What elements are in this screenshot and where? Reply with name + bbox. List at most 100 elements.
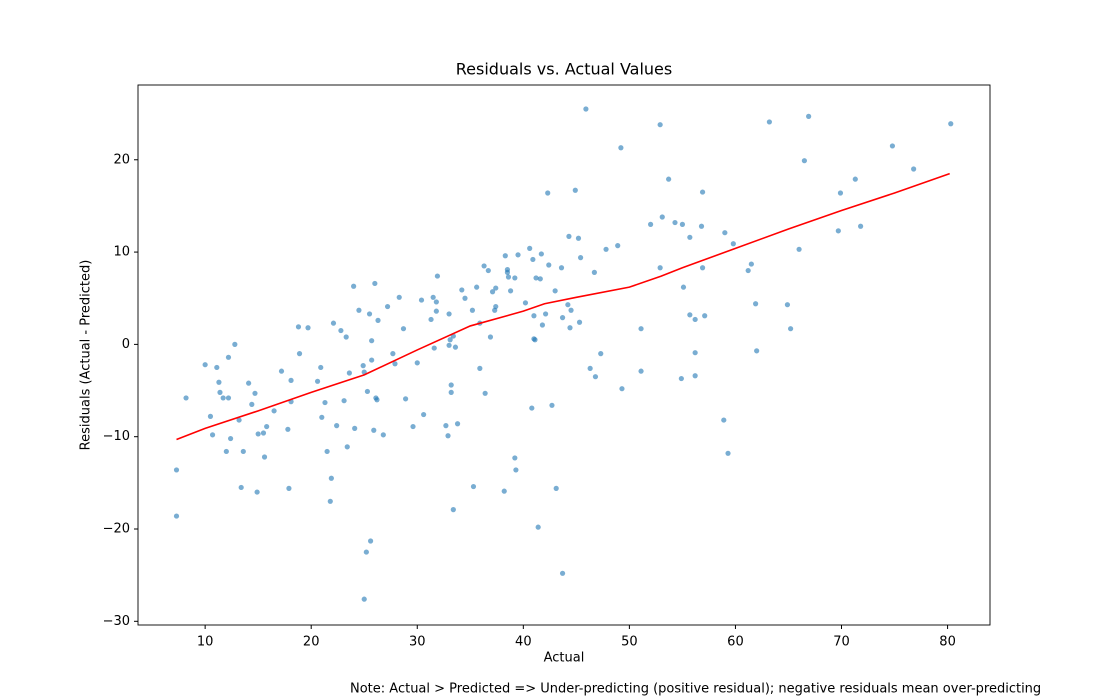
point [575,235,582,241]
point [531,313,537,319]
point [173,467,180,473]
point [261,454,268,460]
y-axis-label: Residuals (Actual - Predicted) [79,260,94,451]
point [678,375,684,382]
point [687,234,693,240]
point [278,368,285,374]
point [745,267,751,274]
point [446,342,452,348]
point [446,311,452,317]
point [648,221,654,227]
point [502,253,508,259]
point [766,119,772,125]
x-tick-label: 70 [833,635,850,650]
point [559,570,566,576]
point [249,401,255,407]
point [220,395,226,401]
point [505,274,512,280]
point [372,280,378,287]
point [680,284,687,290]
point [445,433,451,439]
point [360,363,366,369]
point [450,507,456,513]
point [338,327,344,334]
point [459,287,465,293]
point [638,326,644,332]
point [801,158,807,164]
point [209,432,216,438]
point [666,176,672,182]
point [447,337,453,343]
point [587,365,593,371]
point [618,145,624,151]
point [721,417,727,423]
point [806,113,812,119]
point [852,176,858,182]
point [553,485,559,491]
point [659,214,665,220]
point [532,337,538,343]
point [375,317,381,323]
point [784,302,791,308]
point [889,143,896,149]
point [322,399,328,406]
point [469,307,476,313]
trend-line [176,172,950,441]
point [246,380,252,386]
chart-title: Residuals vs. Actual Values [456,60,672,79]
point [692,316,698,323]
point [217,389,223,395]
point [296,351,303,357]
point [410,423,416,430]
point [552,288,558,294]
point [346,370,352,376]
point [396,294,402,300]
point [271,408,277,414]
point [351,283,357,289]
point [264,423,270,430]
point [529,405,535,411]
point [672,219,678,226]
point [583,106,589,112]
point [699,265,706,271]
point [577,255,584,261]
point [657,265,663,271]
point [638,368,644,374]
point [470,483,477,490]
point [477,365,483,371]
point [522,300,529,306]
point [254,489,260,495]
point [421,411,427,418]
point [343,334,349,340]
point [223,448,229,455]
x-tick-label: 40 [515,635,532,650]
y-tick-label: −30 [103,614,130,629]
point [657,122,663,128]
point [363,549,369,555]
point [698,223,705,229]
point [295,324,302,330]
point [530,256,536,263]
point [679,221,686,227]
point [238,484,244,491]
point [240,448,246,455]
point [504,267,511,273]
point [327,498,333,504]
point [558,265,565,271]
point [722,230,728,236]
y-tick-label: 10 [113,245,130,260]
point [507,288,514,294]
point [546,262,552,268]
point [512,275,518,281]
point [434,273,441,279]
plot-frame [137,84,991,626]
point [535,524,541,530]
point [567,325,573,331]
point [286,485,292,491]
point [392,361,398,367]
point [414,360,420,366]
point [487,334,494,340]
point [702,313,708,319]
point [485,267,491,274]
